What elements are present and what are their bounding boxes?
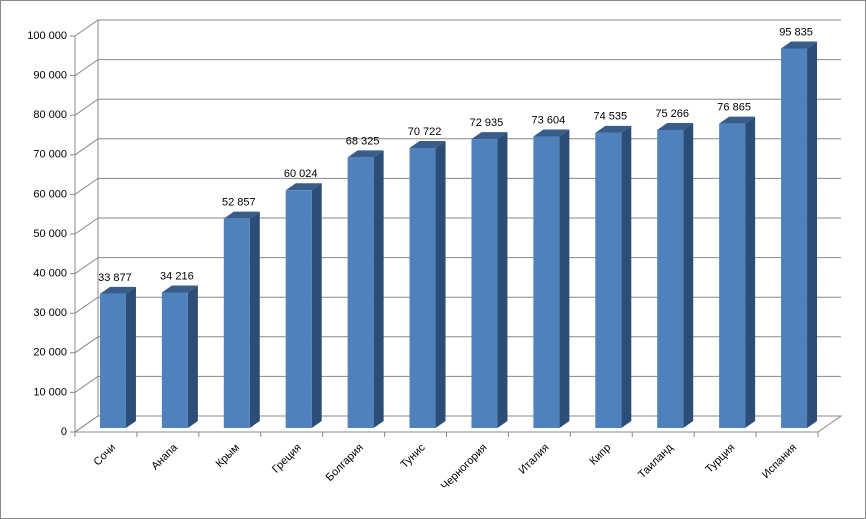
value-label: 72 935 bbox=[470, 117, 504, 129]
bar-side bbox=[559, 129, 570, 429]
bar bbox=[347, 157, 374, 429]
grid-line bbox=[74, 138, 841, 156]
y-tick-label: 30 000 bbox=[33, 307, 67, 319]
grid-line bbox=[74, 19, 841, 37]
grid-line bbox=[74, 217, 841, 235]
bar-top bbox=[657, 122, 694, 130]
bar-top bbox=[533, 129, 570, 137]
y-tick-label: 100 000 bbox=[27, 30, 67, 42]
grid-line bbox=[74, 296, 841, 314]
value-label: 75 266 bbox=[655, 108, 689, 120]
bar-top bbox=[719, 116, 756, 124]
grid-line bbox=[74, 375, 841, 393]
bar bbox=[781, 48, 808, 428]
bar bbox=[657, 129, 684, 428]
grid-line bbox=[74, 98, 841, 116]
bar-side bbox=[807, 41, 818, 428]
bar-side bbox=[497, 132, 508, 428]
value-label: 34 216 bbox=[160, 270, 194, 282]
bar-top bbox=[781, 41, 818, 49]
y-tick-label: 40 000 bbox=[33, 268, 67, 280]
value-label: 60 024 bbox=[284, 168, 318, 180]
bar-top bbox=[161, 285, 198, 293]
value-label: 76 865 bbox=[717, 102, 751, 114]
y-tick-label: 70 000 bbox=[33, 149, 67, 161]
y-tick-label: 20 000 bbox=[33, 347, 67, 359]
y-tick-label: 0 bbox=[61, 426, 67, 438]
bar-side bbox=[621, 125, 632, 428]
bar bbox=[409, 147, 436, 428]
bar-side bbox=[311, 183, 322, 428]
bar-top bbox=[595, 125, 632, 133]
value-label: 33 877 bbox=[98, 272, 132, 284]
bar-top bbox=[347, 150, 384, 158]
bar-side bbox=[125, 286, 136, 428]
y-tick-label: 60 000 bbox=[33, 188, 67, 200]
value-label: 52 857 bbox=[222, 197, 256, 209]
value-label: 95 835 bbox=[779, 26, 813, 38]
bar-top bbox=[99, 286, 136, 294]
value-label: 68 325 bbox=[346, 135, 380, 147]
grid-line bbox=[74, 415, 841, 433]
bar bbox=[719, 123, 746, 429]
bar bbox=[471, 139, 498, 428]
bar-side bbox=[435, 140, 446, 428]
bar-top bbox=[471, 132, 508, 140]
value-label: 70 722 bbox=[408, 126, 442, 138]
y-tick-label: 10 000 bbox=[33, 386, 67, 398]
y-tick-label: 80 000 bbox=[33, 109, 67, 121]
bar-side bbox=[373, 150, 384, 429]
bar bbox=[99, 293, 126, 428]
y-tick-label: 90 000 bbox=[33, 70, 67, 82]
grid-line bbox=[74, 177, 841, 195]
bar-top bbox=[285, 183, 322, 191]
bar-side bbox=[683, 122, 694, 428]
value-label: 73 604 bbox=[532, 114, 566, 126]
grid-line bbox=[74, 336, 841, 354]
value-label: 74 535 bbox=[593, 111, 627, 123]
grid-line bbox=[74, 257, 841, 275]
bar-top bbox=[223, 211, 260, 219]
bar bbox=[223, 218, 250, 428]
bar bbox=[533, 136, 560, 429]
bar bbox=[161, 292, 188, 428]
bar-side bbox=[745, 116, 756, 429]
bar-side bbox=[249, 211, 260, 428]
bar bbox=[285, 190, 312, 428]
bar bbox=[595, 132, 622, 428]
bar-top bbox=[409, 140, 446, 148]
grid-line bbox=[74, 59, 841, 77]
bar-side bbox=[187, 285, 198, 428]
y-tick-label: 50 000 bbox=[33, 228, 67, 240]
